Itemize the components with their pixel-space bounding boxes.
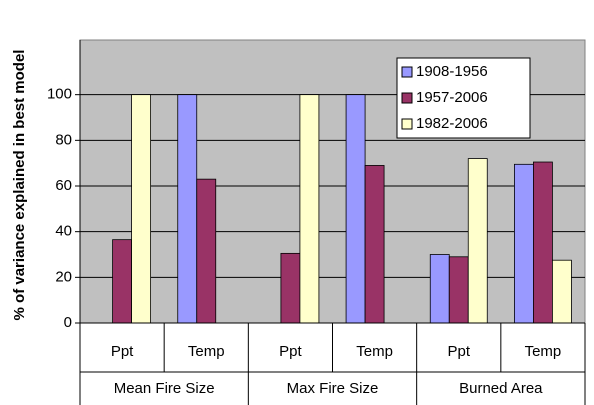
bar bbox=[345, 94, 366, 324]
y-tick-label: 20 bbox=[55, 268, 72, 285]
x-tick-label: Ppt bbox=[111, 343, 134, 360]
bar bbox=[533, 161, 553, 324]
bar bbox=[429, 254, 450, 324]
bar bbox=[364, 165, 385, 324]
group-label: Burned Area bbox=[459, 380, 543, 397]
legend-swatch bbox=[401, 92, 413, 104]
y-axis-label: % of variance explained in best model bbox=[11, 50, 28, 321]
bar bbox=[299, 94, 320, 324]
legend-swatch bbox=[401, 66, 413, 78]
x-tick-label: Ppt bbox=[447, 343, 470, 360]
bar bbox=[131, 94, 151, 324]
legend-swatch bbox=[401, 118, 413, 130]
y-tick-label: 100 bbox=[47, 86, 72, 103]
x-tick-label: Temp bbox=[356, 343, 393, 360]
bar bbox=[196, 178, 217, 324]
bar bbox=[112, 239, 132, 324]
bar bbox=[280, 252, 301, 324]
bar bbox=[514, 163, 534, 324]
y-tick-label: 40 bbox=[55, 223, 72, 240]
group-label: Max Fire Size bbox=[287, 380, 379, 397]
bar bbox=[177, 94, 198, 324]
x-tick-label: Temp bbox=[525, 343, 562, 360]
bar bbox=[467, 158, 488, 324]
x-tick-label: Temp bbox=[188, 343, 225, 360]
legend-label: 1908-1956 bbox=[416, 63, 488, 80]
bar bbox=[448, 256, 469, 324]
group-label: Mean Fire Size bbox=[114, 380, 215, 397]
bar bbox=[552, 259, 572, 324]
legend-label: 1957-2006 bbox=[416, 89, 488, 106]
y-tick-label: 0 bbox=[64, 314, 72, 331]
y-tick-label: 80 bbox=[55, 131, 72, 148]
legend-box bbox=[396, 57, 531, 139]
legend-label: 1982-2006 bbox=[416, 115, 488, 132]
y-tick-label: 60 bbox=[55, 177, 72, 194]
x-tick-label: Ppt bbox=[279, 343, 302, 360]
